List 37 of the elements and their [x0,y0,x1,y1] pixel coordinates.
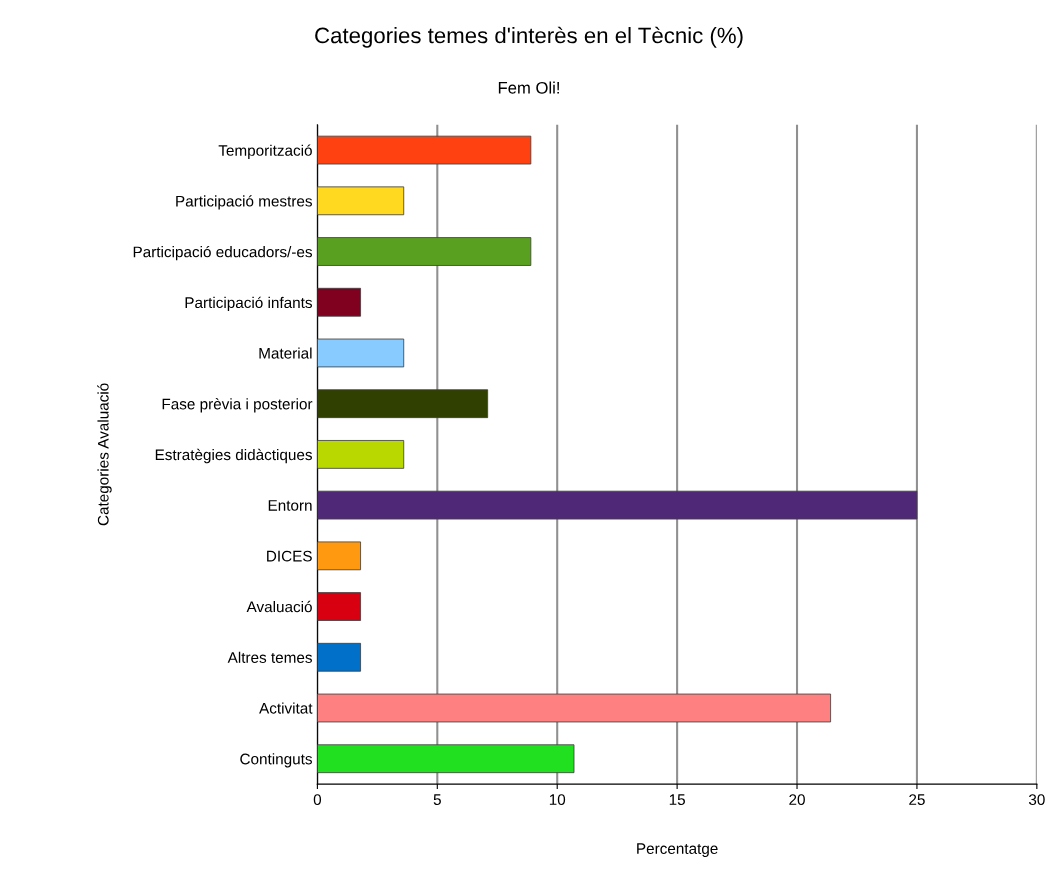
y-tick-label: Participació infants [185,296,312,312]
y-tick-label: Participació mestres [176,195,312,210]
x-tick-label: 25 [909,794,925,806]
bar [317,642,361,672]
bar [317,744,575,774]
chart-subtitle: Fem Oli! [498,81,559,94]
y-tick-label: Temporització [218,144,312,159]
x-tick-label: 10 [549,794,566,806]
y-tick-label: Estratègies didàctiques [155,448,312,464]
x-tick-label: 20 [789,794,805,806]
bar [317,693,832,723]
x-axis-title: Percentatge [637,843,718,858]
bar [317,389,489,419]
bar [317,541,361,571]
x-tick-label: 0 [313,794,322,806]
y-tick-label: Fase prèvia i posterior [162,398,313,413]
bar [317,592,361,621]
bar [317,338,405,368]
y-tick-label: Altres temes [227,651,312,663]
bar [317,440,405,469]
bar [317,287,361,317]
y-tick-label: Participació educadors/-es [133,245,312,261]
y-tick-label: Continguts [240,753,312,768]
y-tick-label: DICES [267,550,312,562]
chart-title: Categories temes d'interès en el Tècnic (%) [315,26,743,48]
x-tick-label: 5 [433,794,441,806]
x-tick-label: 30 [1028,794,1045,806]
y-axis-title: Categories Avaluació [97,383,112,526]
x-tick-label: 15 [669,794,685,806]
bar [317,237,532,266]
y-tick-label: Entorn [268,500,312,511]
y-tick-label: Activitat [259,702,313,714]
y-tick-label: Material [259,347,312,359]
bar [317,135,532,165]
bar [317,186,405,216]
y-tick-label: Avaluació [246,600,312,613]
bar [317,490,918,520]
